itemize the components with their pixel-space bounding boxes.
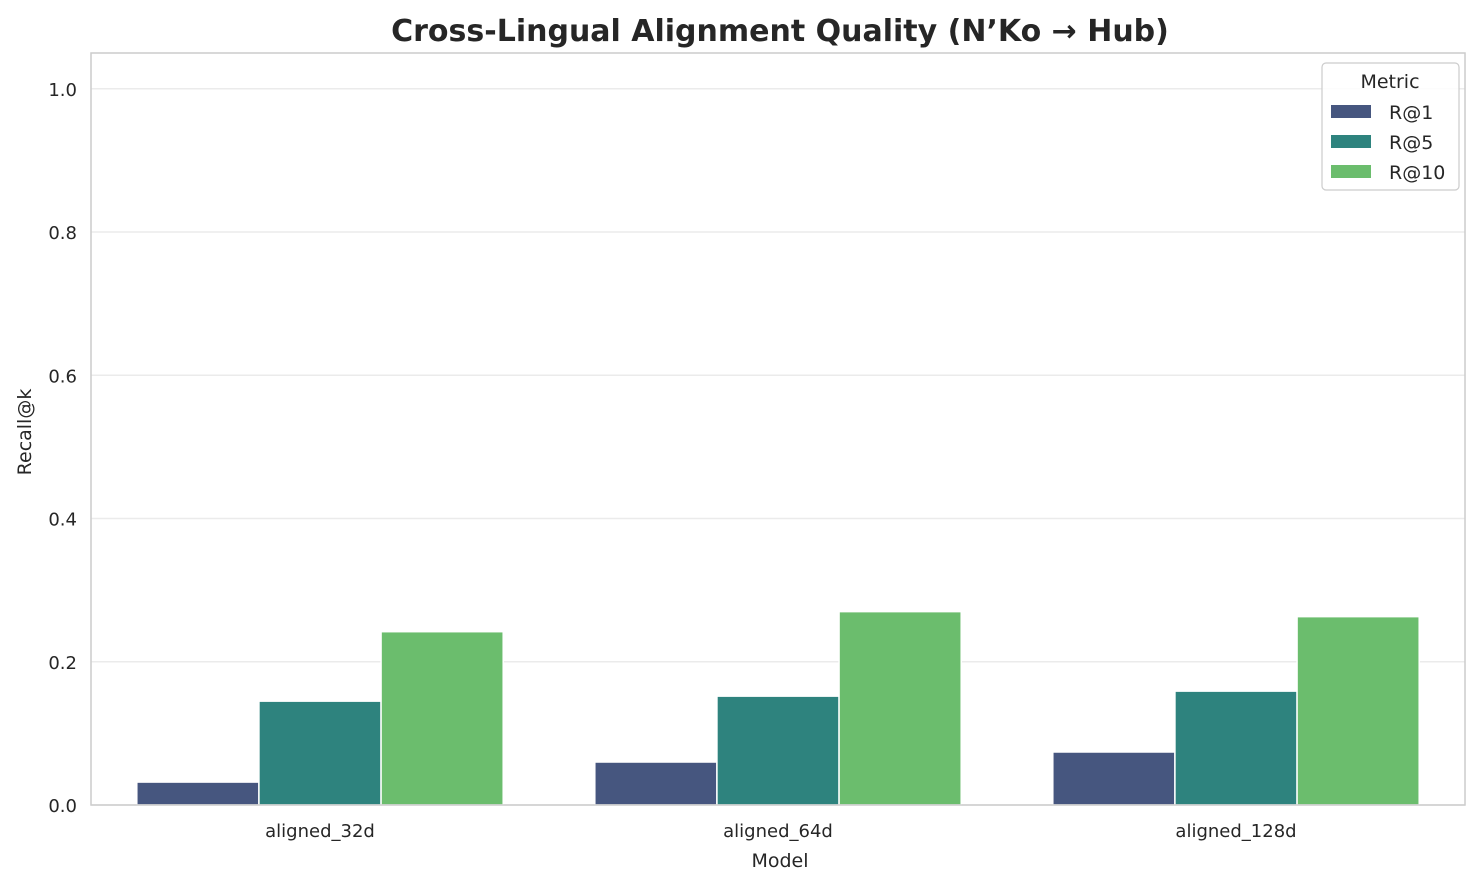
bars xyxy=(136,610,1420,806)
legend-swatch xyxy=(1331,135,1371,148)
bar-R@10-aligned_128d xyxy=(1296,615,1420,806)
legend-frame xyxy=(1321,62,1460,191)
legend-title: Metric xyxy=(1360,71,1419,93)
plot-frame xyxy=(90,52,1466,806)
legend-swatch xyxy=(1331,165,1371,178)
legend-swatch xyxy=(1331,105,1371,118)
x-tick-label: aligned_64d xyxy=(723,821,833,842)
chart-title: Cross-Lingual Alignment Quality (N’Ko → … xyxy=(391,14,1169,49)
legend-label: R@5 xyxy=(1389,132,1433,154)
legend-label: R@10 xyxy=(1389,162,1445,184)
x-tick-label: aligned_128d xyxy=(1175,821,1296,842)
x-tick-labels: aligned_32d aligned_64d aligned_128d xyxy=(265,821,1296,842)
y-tick-label: 0.0 xyxy=(48,796,77,817)
bar-R@1-aligned_64d xyxy=(594,761,718,806)
legend: Metric R@1 R@5 R@10 xyxy=(1321,62,1460,191)
bar-R@5-aligned_32d xyxy=(258,700,382,806)
bar-R@10-aligned_64d xyxy=(838,610,962,806)
y-tick-labels: 0.0 0.2 0.4 0.6 0.8 1.0 xyxy=(48,80,77,817)
y-tick-label: 0.6 xyxy=(48,366,77,387)
y-axis-label: Recall@k xyxy=(14,389,36,476)
bar-R@1-aligned_32d xyxy=(136,781,260,806)
bar-R@5-aligned_128d xyxy=(1174,690,1298,806)
y-tick-label: 1.0 xyxy=(48,80,77,101)
legend-label: R@1 xyxy=(1389,102,1433,124)
y-tick-label: 0.4 xyxy=(48,510,77,531)
bar-R@5-aligned_64d xyxy=(716,695,840,806)
bar-R@10-aligned_32d xyxy=(380,630,504,806)
x-tick-label: aligned_32d xyxy=(265,821,375,842)
bar-R@1-aligned_128d xyxy=(1052,751,1176,806)
y-tick-label: 0.2 xyxy=(48,653,77,674)
x-axis-label: Model xyxy=(751,850,808,872)
y-tick-label: 0.8 xyxy=(48,223,77,244)
